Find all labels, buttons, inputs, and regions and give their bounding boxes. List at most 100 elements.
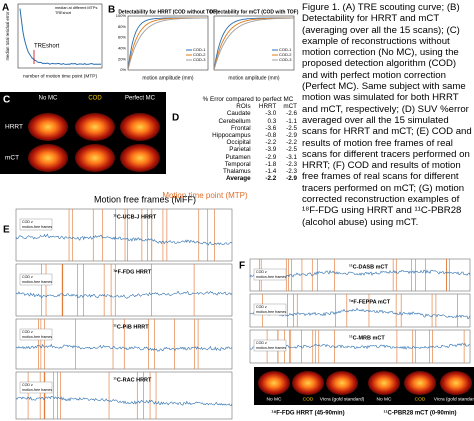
tracer-label: ¹¹C-RAC HRRT	[113, 376, 152, 383]
brain-image	[404, 371, 436, 395]
cod-trace	[15, 343, 233, 352]
tracer-label: ¹¹C-PiB HRRT	[113, 323, 149, 330]
tracer-label: ¹⁸F-FEPPA mCT	[349, 298, 391, 305]
legend-label: motion-free frames	[256, 346, 286, 350]
tracer-label: ¹⁸F-FDG HRRT	[113, 268, 152, 275]
detectability-curve	[213, 17, 294, 71]
panel-label: G	[239, 373, 247, 384]
cell: 0.3	[267, 117, 277, 125]
column-label: Vicra (gold standard)	[320, 396, 365, 402]
cell: -2.5	[286, 146, 297, 154]
cell: -1.8	[265, 160, 277, 168]
cell: -2.9	[286, 132, 297, 140]
row-label: HRRT	[5, 124, 23, 131]
legend-box	[19, 381, 53, 394]
detectability-curve	[213, 17, 294, 71]
annotation: Motion time point (MTP)	[162, 191, 248, 200]
legend-label: motion-free frames	[22, 280, 52, 284]
legend-label: COD z	[22, 383, 33, 387]
tracer-label: ¹¹C-MRB mCT	[349, 334, 385, 341]
cell: -2.9	[265, 153, 277, 161]
cell: -2.2	[265, 139, 277, 147]
legend-label: motion-free frames	[22, 335, 52, 339]
legend-box	[253, 268, 287, 281]
label: motion amplitude (mm)	[142, 75, 193, 81]
cell: Caudate	[226, 110, 251, 118]
cell: Putamen	[225, 153, 251, 161]
brain-image	[258, 371, 290, 395]
cell: -3.0	[265, 110, 277, 118]
plot-frame	[15, 208, 233, 262]
legend-label: COD-3	[279, 57, 292, 62]
plot-frame	[213, 15, 295, 71]
column-label: No MC	[377, 396, 392, 402]
label: median total residual error	[5, 11, 10, 60]
cell: Thalamus	[222, 168, 251, 176]
legend-box	[19, 328, 53, 341]
cell: -2.5	[286, 124, 297, 132]
label: median at different MTPs	[55, 6, 97, 10]
cell: -3.1	[286, 153, 297, 161]
detectability-curve	[213, 17, 294, 71]
brain-image	[292, 371, 324, 395]
subplot-title: Detectability for HRRT (COD without TOF)	[118, 9, 218, 15]
panel-label: D	[172, 113, 179, 124]
subplot-title: Detectability for mCT (COD with TOF)	[210, 9, 299, 15]
group-label: ¹¹C-PBR28 mCT (0-90min)	[383, 410, 456, 417]
cod-trace	[15, 395, 233, 406]
tracer-label: ¹¹C-DASB mCT	[349, 263, 388, 270]
row-label: mCT	[5, 155, 19, 162]
tracer-label: ¹¹C-UCB-J HRRT	[113, 213, 157, 220]
panel-label: E	[3, 225, 10, 236]
cod-trace	[15, 290, 233, 299]
legend-label: COD z	[256, 305, 267, 309]
legend-label: COD z	[22, 330, 33, 334]
legend-label: COD z	[256, 341, 267, 345]
cell: Average	[226, 175, 251, 183]
column-label: Perfect MC	[125, 96, 156, 102]
plot-frame	[17, 3, 103, 69]
legend-label: COD z	[22, 275, 33, 279]
header-cell: HRRT	[258, 103, 277, 111]
panel-label: C	[3, 95, 10, 106]
brain-image	[440, 371, 472, 395]
group-label: ¹⁸F-FDG HRRT (45-90min)	[271, 410, 344, 417]
column-label: COD	[415, 396, 426, 402]
label: motion amplitude (mm)	[228, 75, 279, 81]
brain-image	[368, 371, 400, 395]
brain-image	[75, 113, 115, 141]
brain-image	[326, 371, 358, 395]
panel-label: B	[108, 5, 115, 16]
cell: -2.9	[286, 175, 297, 183]
roi-table: % Error compared to perfect MC ROIs HRRT mC…	[198, 96, 298, 182]
legend-label: COD-2	[193, 52, 206, 57]
cell: -3.6	[265, 124, 277, 132]
table: ROIs HRRT mCT Caudate -3.0 -2.6 Cerebellum 0.3-…	[198, 103, 298, 182]
legend-label: motion-free frames	[22, 388, 52, 392]
column-label: COD	[303, 396, 314, 402]
brain-image	[120, 113, 160, 141]
cell: Temporal	[224, 160, 251, 168]
cell: -3.9	[265, 146, 277, 154]
legend-box	[253, 303, 287, 316]
panel-g-background	[254, 367, 474, 405]
legend-label: COD-1	[193, 47, 206, 52]
detectability-curve	[127, 17, 208, 71]
column-label: No MC	[267, 396, 282, 402]
brain-image	[28, 113, 68, 141]
caption: Figure 1. (A) TRE scouting curve; (B) De…	[302, 2, 472, 228]
legend-label: motion-free frames	[256, 310, 286, 314]
cell: -2.3	[286, 168, 297, 176]
cell: -1.1	[286, 117, 297, 125]
tre-curve	[19, 8, 102, 66]
cod-trace	[249, 269, 471, 279]
plot-frame	[249, 258, 471, 292]
cell: Occipital	[226, 139, 251, 147]
annotation: TREshort	[34, 44, 60, 50]
legend-label: motion-free frames	[256, 275, 286, 279]
plot-frame	[15, 263, 233, 317]
y-tick-label: 60%	[118, 35, 126, 40]
table-title: % Error compared to perfect MC	[202, 96, 294, 103]
